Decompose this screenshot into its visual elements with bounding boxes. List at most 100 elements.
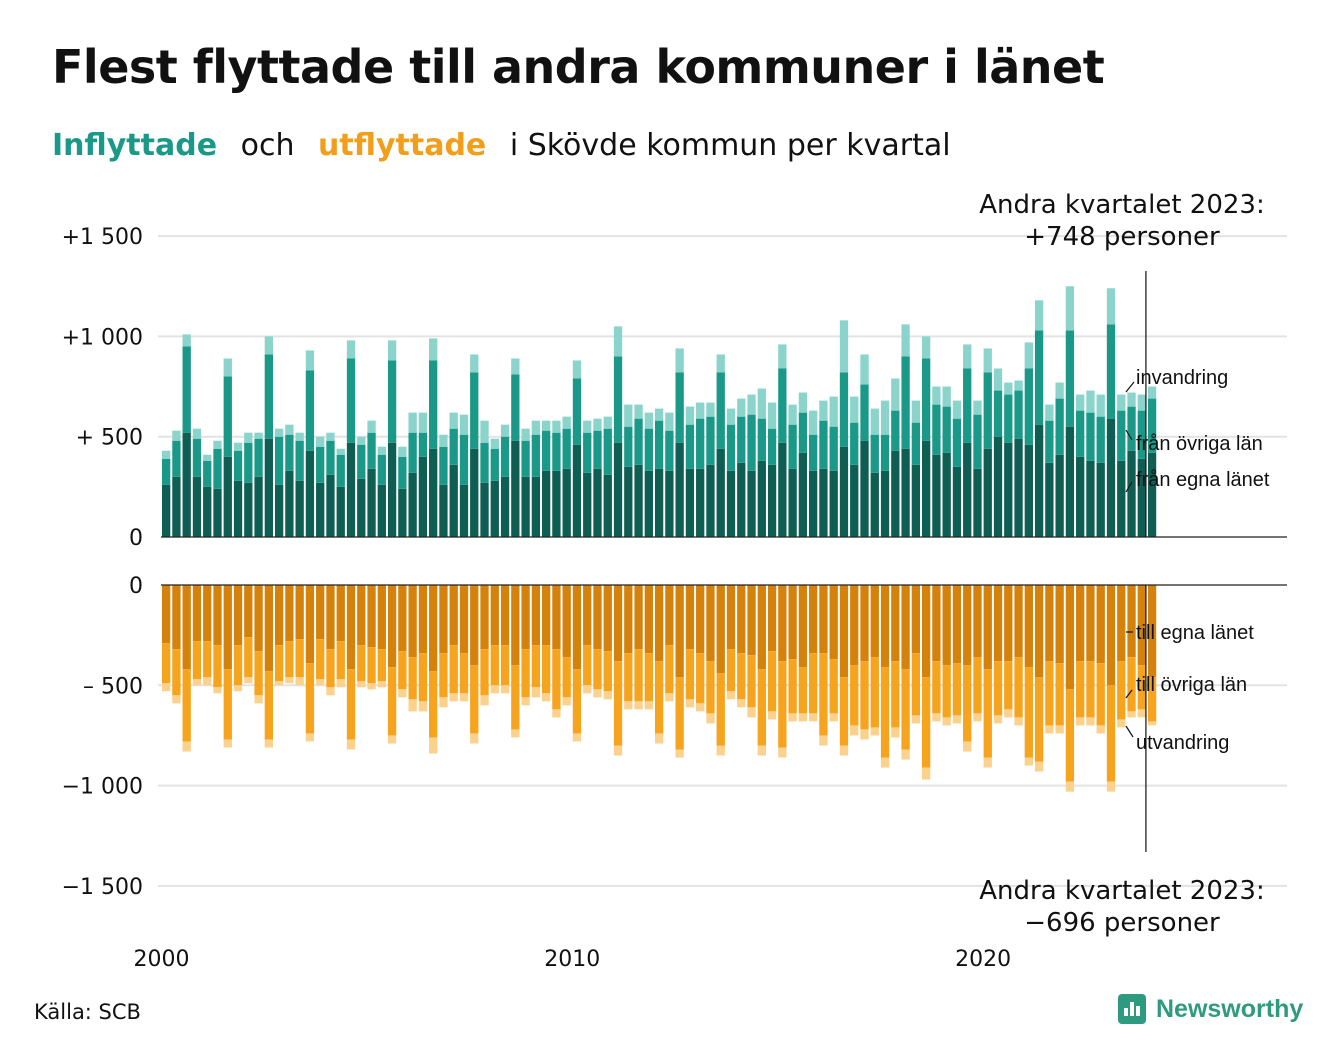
bar-out-own [326, 585, 335, 650]
bar-out-other [182, 669, 191, 742]
bar-out-own [233, 585, 243, 646]
bar-in-own [1004, 442, 1013, 537]
bar-in-immigration [983, 348, 992, 373]
bar-out-other [459, 653, 469, 694]
bar-out-emigration [326, 687, 335, 696]
bar-in-other [932, 404, 941, 455]
bar-in-own [213, 488, 222, 537]
bar-in-other [993, 390, 1003, 437]
bar-out-own [921, 585, 931, 678]
bar-in-immigration [593, 418, 602, 431]
bar-out-emigration [675, 749, 684, 758]
bar-in-other [716, 372, 725, 449]
bar-out-emigration [901, 749, 910, 760]
bar-in-immigration [480, 420, 489, 443]
bar-out-other [634, 649, 643, 702]
bar-in-other [316, 446, 325, 483]
bar-in-immigration [1086, 390, 1095, 413]
bar-in-immigration [1137, 394, 1146, 411]
bar-out-own [1076, 585, 1085, 662]
bar-out-other [1024, 667, 1033, 758]
bar-out-emigration [408, 699, 417, 712]
bar-in-own [593, 468, 602, 537]
bar-out-own [696, 585, 705, 654]
bar-in-own [963, 442, 972, 537]
bar-in-own [819, 468, 828, 537]
bar-out-emigration [1034, 761, 1044, 772]
bar-out-emigration [182, 741, 191, 752]
bar-in-own [973, 468, 982, 537]
bar-in-other [665, 430, 674, 471]
bar-out-own [367, 585, 376, 648]
bar-in-other [624, 426, 633, 467]
bar-in-own [490, 480, 499, 537]
bar-out-other [1086, 661, 1095, 718]
bar-in-immigration [254, 432, 263, 439]
bar-out-emigration [367, 683, 376, 690]
bar-out-own [685, 585, 695, 650]
bar-out-own [336, 585, 345, 642]
bar-in-other [500, 436, 510, 477]
bar-in-other [511, 374, 520, 441]
bar-out-emigration [264, 739, 273, 748]
y-tick-label: + 500 [76, 426, 143, 451]
bar-in-other [387, 360, 397, 443]
bar-out-other [305, 663, 315, 734]
bar-out-other [1055, 663, 1064, 726]
bar-out-other [788, 659, 797, 714]
bar-out-own [870, 585, 879, 658]
series-label-leader [1125, 381, 1135, 393]
bar-in-own [921, 440, 931, 537]
bar-in-own [367, 468, 376, 537]
bar-in-other [778, 368, 787, 443]
bar-out-other [449, 645, 458, 694]
bar-out-emigration [439, 697, 448, 708]
bar-out-own [521, 585, 530, 650]
bar-in-own [911, 464, 921, 537]
bar-out-other [244, 637, 253, 678]
bar-out-own [1045, 585, 1054, 662]
bar-in-own [1055, 454, 1064, 537]
bar-out-own [490, 585, 499, 646]
bar-in-own [223, 456, 232, 537]
bar-in-immigration [583, 420, 592, 433]
bar-out-emigration [521, 697, 530, 706]
bar-in-immigration [1004, 382, 1013, 395]
bar-out-own [850, 585, 859, 666]
bar-in-own [562, 468, 571, 537]
bar-in-other [1096, 416, 1105, 463]
bar-in-immigration [439, 434, 448, 447]
bar-out-other [593, 649, 602, 690]
bar-in-immigration [459, 414, 469, 435]
bar-in-other [429, 360, 438, 449]
bar-out-emigration [1014, 717, 1023, 726]
bar-out-other [480, 649, 489, 696]
bar-in-own [459, 484, 469, 537]
bar-in-other [572, 378, 582, 445]
bar-in-immigration [511, 358, 520, 375]
bar-out-own [1147, 585, 1157, 678]
bar-out-own [788, 585, 797, 660]
bar-in-immigration [357, 436, 366, 445]
bar-in-immigration [541, 420, 551, 431]
bar-out-emigration [788, 713, 797, 722]
bar-in-immigration [346, 340, 356, 359]
bar-in-own [839, 446, 849, 537]
bar-out-emigration [593, 689, 602, 698]
bar-in-other [1147, 398, 1157, 453]
bar-out-own [932, 585, 941, 662]
bar-out-emigration [839, 745, 849, 756]
bar-out-emigration [696, 703, 705, 712]
bar-in-other [860, 384, 869, 441]
bar-out-emigration [172, 695, 181, 704]
bar-in-other [408, 432, 417, 473]
bar-out-emigration [798, 713, 808, 722]
bar-out-emigration [624, 701, 633, 710]
bar-in-immigration [644, 412, 653, 429]
bar-in-other [634, 418, 643, 465]
annotation-top-line2: +748 personer [1024, 222, 1220, 252]
bar-out-other [665, 645, 674, 694]
source-note: Källa: SCB [34, 1000, 141, 1024]
bar-out-own [1086, 585, 1095, 662]
bar-out-other [942, 665, 951, 718]
